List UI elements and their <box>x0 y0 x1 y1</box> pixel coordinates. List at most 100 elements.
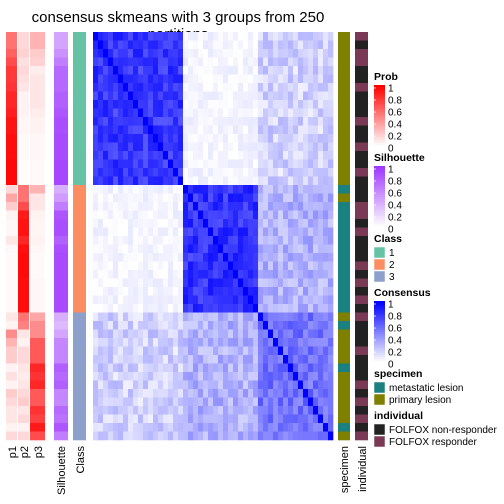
consensus-cell <box>248 406 253 415</box>
consensus-cell <box>313 100 318 109</box>
consensus-cell <box>293 415 298 424</box>
consensus-cell <box>318 279 323 288</box>
consensus-cell <box>178 168 183 177</box>
consensus-cell <box>203 109 208 118</box>
consensus-cell <box>123 83 128 92</box>
consensus-cell <box>178 109 183 118</box>
consensus-cell <box>243 296 248 305</box>
cell-silhouette <box>54 253 68 262</box>
consensus-cell <box>303 364 308 373</box>
class-cell <box>73 406 86 415</box>
consensus-cell <box>268 347 273 356</box>
consensus-cell <box>103 202 108 211</box>
consensus-cell <box>263 194 268 203</box>
consensus-cell <box>148 75 153 84</box>
class-cell <box>73 41 86 50</box>
consensus-cell <box>133 117 138 126</box>
consensus-cell <box>138 321 143 330</box>
cell-p1 <box>6 41 17 50</box>
consensus-cell <box>183 432 188 441</box>
consensus-cell <box>328 41 333 50</box>
consensus-cell <box>178 270 183 279</box>
consensus-cell <box>288 58 293 67</box>
consensus-cell <box>98 58 103 67</box>
consensus-cell <box>283 321 288 330</box>
consensus-cell <box>228 262 233 271</box>
class-cell <box>73 151 86 160</box>
consensus-cell <box>318 253 323 262</box>
consensus-cell <box>213 134 218 143</box>
consensus-cell <box>278 279 283 288</box>
consensus-cell <box>183 253 188 262</box>
individual-cell <box>355 194 368 203</box>
cell-silhouette <box>54 194 68 203</box>
consensus-cell <box>308 270 313 279</box>
cell-p2 <box>18 177 29 186</box>
consensus-cell <box>293 313 298 322</box>
consensus-cell <box>118 185 123 194</box>
consensus-cell <box>128 32 133 41</box>
consensus-cell <box>143 253 148 262</box>
consensus-cell <box>158 151 163 160</box>
class-cell <box>73 202 86 211</box>
consensus-cell <box>128 75 133 84</box>
consensus-cell <box>298 338 303 347</box>
consensus-cell <box>288 75 293 84</box>
class-cell <box>73 347 86 356</box>
consensus-cell <box>243 32 248 41</box>
consensus-cell <box>118 66 123 75</box>
consensus-cell <box>138 185 143 194</box>
consensus-cell <box>213 406 218 415</box>
consensus-cell <box>168 219 173 228</box>
consensus-cell <box>233 296 238 305</box>
cell-p1 <box>6 211 17 220</box>
consensus-cell <box>208 109 213 118</box>
individual-cell <box>355 406 368 415</box>
consensus-cell <box>198 66 203 75</box>
consensus-cell <box>263 279 268 288</box>
consensus-cell <box>103 338 108 347</box>
consensus-cell <box>208 330 213 339</box>
cell-p1 <box>6 406 17 415</box>
consensus-cell <box>138 355 143 364</box>
consensus-cell <box>148 58 153 67</box>
consensus-cell <box>278 75 283 84</box>
consensus-cell <box>288 304 293 313</box>
legend-tick-label: 0.2 <box>388 132 402 143</box>
cell-p3 <box>30 287 45 296</box>
specimen-cell <box>338 151 350 160</box>
consensus-cell <box>218 270 223 279</box>
consensus-cell <box>323 287 328 296</box>
consensus-cell <box>303 296 308 305</box>
consensus-cell <box>123 228 128 237</box>
consensus-cell <box>188 228 193 237</box>
consensus-cell <box>308 355 313 364</box>
consensus-cell <box>228 117 233 126</box>
consensus-cell <box>238 398 243 407</box>
consensus-cell <box>123 117 128 126</box>
consensus-cell <box>243 228 248 237</box>
consensus-cell <box>93 49 98 58</box>
consensus-cell <box>173 347 178 356</box>
consensus-cell <box>203 194 208 203</box>
consensus-cell <box>308 117 313 126</box>
consensus-cell <box>113 406 118 415</box>
consensus-cell <box>118 49 123 58</box>
consensus-cell <box>228 347 233 356</box>
consensus-cell <box>218 432 223 441</box>
consensus-cell <box>218 117 223 126</box>
consensus-cell <box>288 321 293 330</box>
consensus-cell <box>168 398 173 407</box>
consensus-cell <box>328 58 333 67</box>
cell-p2 <box>18 92 29 101</box>
consensus-cell <box>123 245 128 254</box>
consensus-cell <box>303 100 308 109</box>
consensus-cell <box>208 228 213 237</box>
consensus-cell <box>293 287 298 296</box>
consensus-cell <box>228 355 233 364</box>
consensus-cell <box>328 194 333 203</box>
consensus-cell <box>228 253 233 262</box>
consensus-cell <box>163 338 168 347</box>
individual-cell <box>355 296 368 305</box>
consensus-cell <box>228 194 233 203</box>
